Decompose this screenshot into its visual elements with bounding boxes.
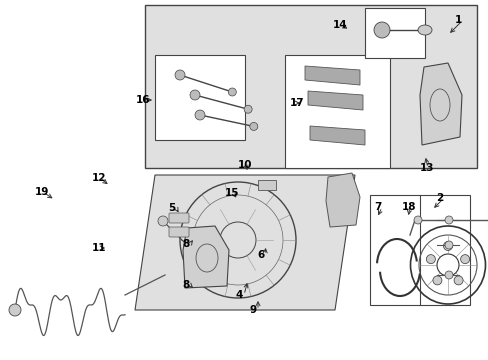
Text: 2: 2 xyxy=(435,193,442,203)
Polygon shape xyxy=(135,175,354,310)
Circle shape xyxy=(373,22,389,38)
FancyBboxPatch shape xyxy=(169,213,189,223)
Circle shape xyxy=(228,88,236,96)
FancyBboxPatch shape xyxy=(169,227,189,237)
Circle shape xyxy=(444,241,452,249)
Circle shape xyxy=(244,105,252,113)
Circle shape xyxy=(413,216,421,224)
Ellipse shape xyxy=(417,25,431,35)
Text: 17: 17 xyxy=(289,98,304,108)
Text: 8: 8 xyxy=(182,280,189,290)
Polygon shape xyxy=(307,91,362,110)
Circle shape xyxy=(444,216,452,224)
Text: 8: 8 xyxy=(182,239,189,249)
Text: 5: 5 xyxy=(168,203,175,213)
Bar xyxy=(145,5,476,168)
Text: 6: 6 xyxy=(257,250,264,260)
Circle shape xyxy=(453,276,462,285)
Circle shape xyxy=(432,276,441,285)
Circle shape xyxy=(190,90,200,100)
Text: 4: 4 xyxy=(236,290,243,300)
Text: 9: 9 xyxy=(249,305,257,315)
Polygon shape xyxy=(183,226,228,288)
Text: 18: 18 xyxy=(401,202,416,212)
Text: 12: 12 xyxy=(92,173,106,183)
Circle shape xyxy=(195,110,204,120)
Text: 11: 11 xyxy=(92,243,106,253)
Polygon shape xyxy=(325,173,359,227)
Circle shape xyxy=(158,216,168,226)
Circle shape xyxy=(444,271,452,279)
Text: 16: 16 xyxy=(136,95,150,105)
Bar xyxy=(155,55,244,140)
Circle shape xyxy=(175,70,184,80)
Text: 7: 7 xyxy=(373,202,381,212)
Bar xyxy=(369,195,469,305)
Polygon shape xyxy=(305,66,359,85)
Text: 14: 14 xyxy=(332,20,347,30)
Polygon shape xyxy=(309,126,364,145)
Circle shape xyxy=(460,255,468,264)
Circle shape xyxy=(426,255,434,264)
Circle shape xyxy=(249,122,257,130)
Circle shape xyxy=(443,242,451,251)
FancyBboxPatch shape xyxy=(258,180,275,190)
Bar xyxy=(285,55,389,168)
Text: 10: 10 xyxy=(238,160,252,170)
Polygon shape xyxy=(419,63,461,145)
Text: 1: 1 xyxy=(454,15,461,25)
Text: 15: 15 xyxy=(224,188,239,198)
Text: 13: 13 xyxy=(419,163,434,173)
Circle shape xyxy=(9,304,21,316)
Bar xyxy=(364,8,424,58)
Text: 19: 19 xyxy=(35,187,49,197)
